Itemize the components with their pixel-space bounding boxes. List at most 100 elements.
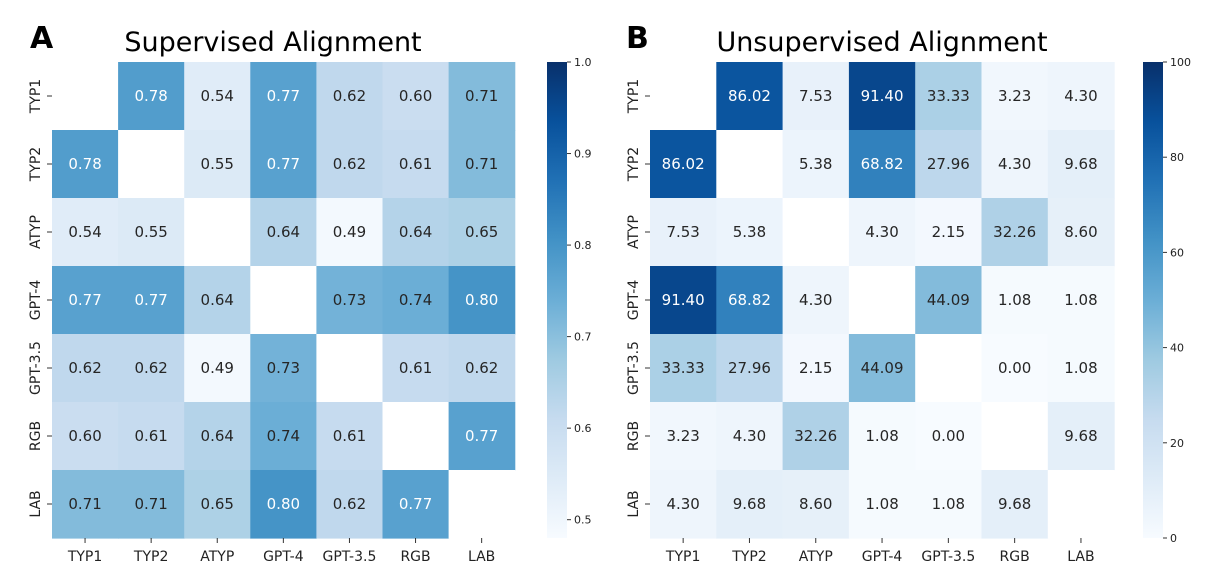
colorbar-tick-label: 0.9 <box>574 148 592 161</box>
heatmap-cell <box>981 62 1049 131</box>
heatmap-cell <box>382 198 450 267</box>
heatmap-cell <box>716 266 784 335</box>
cell-value-label: 0.77 <box>134 291 167 309</box>
x-tick-label: GPT-3.5 <box>921 549 975 565</box>
cell-value-label: 8.60 <box>799 495 832 513</box>
heatmap-cell <box>52 470 119 539</box>
y-tick-label: GPT-4 <box>28 280 44 321</box>
heatmap-cell <box>118 198 185 267</box>
cell-value-label: 0.62 <box>333 155 366 173</box>
heatmap-cell <box>250 470 317 539</box>
heatmap-cell-empty <box>782 198 850 267</box>
cell-value-label: 0.74 <box>399 291 432 309</box>
heatmap-cell <box>316 402 384 471</box>
y-tick-label: GPT-3.5 <box>626 341 642 395</box>
heatmap-cell <box>915 62 983 131</box>
cell-value-label: 7.53 <box>666 223 699 241</box>
cell-value-label: 0.77 <box>68 291 101 309</box>
heatmap-cell <box>650 130 717 199</box>
cell-value-label: 68.82 <box>861 155 904 173</box>
heatmap-cell <box>184 266 251 335</box>
panel-letter: B <box>626 21 649 56</box>
heatmap-cell <box>382 334 450 403</box>
colorbar: 0 20 40 60 80 100 <box>1143 56 1191 545</box>
x-tick-label: RGB <box>400 549 430 565</box>
heatmap-cell <box>1047 334 1115 403</box>
cell-value-label: 0.62 <box>465 359 498 377</box>
heatmap-cell <box>650 266 717 335</box>
cell-value-label: 9.68 <box>733 495 766 513</box>
cell-value-label: 0.64 <box>201 427 234 445</box>
cell-value-label: 0.49 <box>201 359 234 377</box>
heatmap-cell <box>184 62 251 131</box>
cell-value-label: 32.26 <box>794 427 837 445</box>
cell-value-label: 0.54 <box>68 223 101 241</box>
heatmap-cell <box>1047 266 1115 335</box>
cell-value-label: 0.61 <box>134 427 167 445</box>
cell-value-label: 0.71 <box>465 155 498 173</box>
heatmap-cell <box>250 402 317 471</box>
cell-value-label: 33.33 <box>927 87 970 105</box>
cell-value-label: 1.08 <box>1064 291 1097 309</box>
x-axis: TYP1 TYP2 ATYP GPT-4 GPT-3.5 RGB LAB <box>665 538 1095 565</box>
cell-value-label: 1.08 <box>865 427 898 445</box>
heatmap-cell-empty <box>650 62 717 131</box>
colorbar-tick-label: 40 <box>1170 342 1184 355</box>
heatmap-cell <box>382 130 450 199</box>
heatmap-cell-empty <box>1047 470 1115 539</box>
cell-value-label: 91.40 <box>861 87 904 105</box>
heatmap-cell <box>915 130 983 199</box>
y-tick-label: TYP2 <box>28 147 44 182</box>
cell-value-label: 0.64 <box>399 223 432 241</box>
heatmap-cell <box>382 62 450 131</box>
heatmap-cell <box>915 198 983 267</box>
cell-value-label: 0.71 <box>68 495 101 513</box>
heatmap-cell <box>52 334 119 403</box>
heatmap-cell <box>118 402 185 471</box>
heatmap-cells: 0.78 0.54 0.77 0.62 0.60 0.71 0.78 0.55 0.77 0.62… <box>52 62 516 539</box>
y-axis: TYP1 TYP2 ATYP GPT-4 GPT-3.5 RGB LAB <box>626 79 650 518</box>
cell-value-label: 0.65 <box>465 223 498 241</box>
cell-value-label: 3.23 <box>666 427 699 445</box>
y-tick-label: LAB <box>626 490 642 517</box>
heatmap-cell <box>716 198 784 267</box>
cell-value-label: 0.60 <box>68 427 101 445</box>
heatmap-cell <box>1047 402 1115 471</box>
cell-value-label: 4.30 <box>799 291 832 309</box>
panel-letter: A <box>30 21 54 56</box>
y-tick-label: TYP1 <box>28 79 44 114</box>
cell-value-label: 0.64 <box>267 223 300 241</box>
heatmap-cell <box>184 470 251 539</box>
heatmap-cell-empty <box>448 470 516 539</box>
cell-value-label: 0.61 <box>399 155 432 173</box>
heatmap-cell <box>716 334 784 403</box>
x-tick-label: TYP1 <box>67 549 102 565</box>
y-tick-label: LAB <box>28 490 44 517</box>
cell-value-label: 0.54 <box>201 87 234 105</box>
heatmap-cell <box>981 334 1049 403</box>
cell-value-label: 86.02 <box>728 87 771 105</box>
heatmap-cell <box>782 402 850 471</box>
heatmap-cell <box>250 334 317 403</box>
heatmap-cell <box>316 470 384 539</box>
heatmap-cell-empty <box>118 130 185 199</box>
heatmap-cell <box>1047 130 1115 199</box>
chart-title: Unsupervised Alignment <box>716 27 1047 58</box>
cell-value-label: 7.53 <box>799 87 832 105</box>
colorbar-tick-label: 80 <box>1170 151 1184 164</box>
heatmap-cell <box>250 130 317 199</box>
heatmap-cell <box>981 130 1049 199</box>
cell-value-label: 0.74 <box>267 427 300 445</box>
cell-value-label: 9.68 <box>1064 155 1097 173</box>
colorbar-gradient <box>1143 62 1163 538</box>
cell-value-label: 0.49 <box>333 223 366 241</box>
cell-value-label: 68.82 <box>728 291 771 309</box>
cell-value-label: 1.08 <box>932 495 965 513</box>
colorbar-tick-label: 0.8 <box>574 239 592 252</box>
colorbar-gradient <box>547 62 567 538</box>
heatmap-cell <box>448 402 516 471</box>
heatmap-cell <box>650 402 717 471</box>
heatmap-cell <box>448 198 516 267</box>
cell-value-label: 0.62 <box>333 87 366 105</box>
cell-value-label: 1.08 <box>998 291 1031 309</box>
